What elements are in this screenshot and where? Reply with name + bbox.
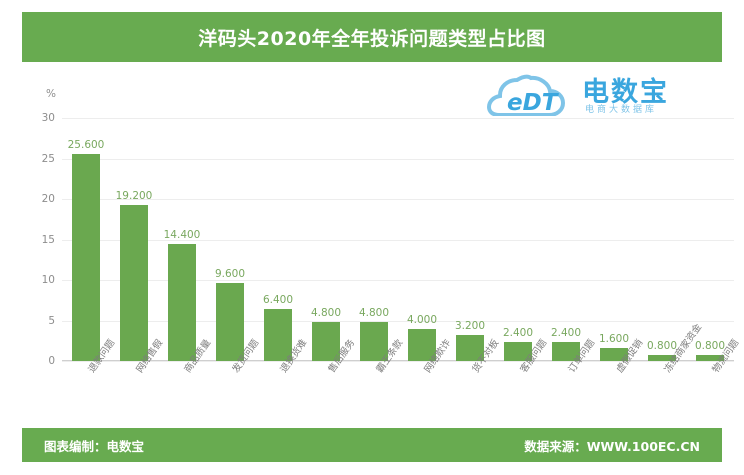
chart-title-bar: 洋码头2020年全年投诉问题类型占比图 <box>22 12 722 62</box>
chart-footer-bar: 图表编制：电数宝 数据来源：WWW.100EC.CN <box>22 428 722 462</box>
bar-group[interactable]: 1.600 虚假促销 <box>590 118 645 375</box>
bar-group[interactable]: 0.800 冻结商家资金 <box>638 118 704 375</box>
gridline <box>62 118 734 119</box>
x-axis-line <box>62 360 734 361</box>
bar[interactable] <box>504 341 532 361</box>
cloud-icon: eDT <box>487 74 566 116</box>
bar-group[interactable]: 3.200 货不对板 <box>446 118 501 375</box>
bar[interactable] <box>264 309 292 361</box>
bar-value-label: 3.200 <box>454 320 486 333</box>
bar[interactable] <box>168 244 196 361</box>
y-axis-tick-label: 10 <box>41 274 55 286</box>
bar-value-label: 4.800 <box>358 307 390 320</box>
y-axis-tick-label: 15 <box>41 233 55 246</box>
plot-area: 0 5 10 15 20 25 30 25.600 退款问题 19.200 网络售假 14.400 商品… <box>42 112 742 375</box>
gridline <box>62 158 734 160</box>
bar-value-label: 2.400 <box>550 326 582 339</box>
bar-value-label: 4.800 <box>310 307 342 320</box>
footer-source: 数据来源：WWW.100EC.CN <box>524 438 700 454</box>
y-axis-tick-label: 30 <box>41 112 55 124</box>
bar-group[interactable]: 4.800 售后服务 <box>302 118 357 375</box>
footer-credit: 图表编制：电数宝 <box>44 438 145 454</box>
bar[interactable] <box>72 153 100 361</box>
bar[interactable] <box>456 335 484 361</box>
bar-group[interactable]: 14.400 商品质量 <box>158 118 214 375</box>
bar[interactable] <box>600 348 628 361</box>
brand-logo: eDT 电数宝 电商大数据库 <box>487 70 702 120</box>
y-axis-tick-label: 5 <box>48 314 55 327</box>
bar-value-label: 0.800 <box>646 339 678 352</box>
bar[interactable] <box>312 322 340 361</box>
bar-group[interactable]: 25.600 退款问题 <box>62 118 118 375</box>
bar-group[interactable]: 19.200 网络售假 <box>110 118 166 375</box>
bar-value-label: 2.400 <box>502 326 534 339</box>
bar[interactable] <box>648 354 676 361</box>
y-axis-tick-label: 0 <box>48 355 55 367</box>
svg-text:eDT: eDT <box>507 90 560 116</box>
bar-chart: % 0 5 10 15 20 25 30 25.600 退款问题 19.200 网络售假 14.400… <box>22 62 742 422</box>
logo-tagline: 电商大数据库 <box>585 105 658 115</box>
bar-group[interactable]: 6.400 退换货难 <box>254 118 309 375</box>
y-axis-tick-label: 20 <box>41 193 55 205</box>
page-title: 洋码头2020年全年投诉问题类型占比图 <box>198 27 546 50</box>
bar-group[interactable]: 0.800 物流问题 <box>686 118 741 375</box>
y-axis-unit: % <box>46 88 56 100</box>
bar[interactable] <box>360 322 388 361</box>
gridline <box>62 280 734 281</box>
bar-value-label: 14.400 <box>163 229 201 242</box>
bar-value-label: 4.000 <box>406 313 438 326</box>
bar-value-label: 1.600 <box>598 333 630 346</box>
bar[interactable] <box>696 354 724 361</box>
gridline <box>62 320 734 322</box>
gridline <box>62 361 734 362</box>
bar-group[interactable]: 2.400 订单问题 <box>542 118 597 375</box>
bar-group[interactable]: 4.000 网络欺诈 <box>398 118 453 375</box>
gridline <box>62 239 734 241</box>
bar[interactable] <box>216 283 244 361</box>
bar-group[interactable]: 4.800 霸王条款 <box>350 118 405 375</box>
bar-value-label: 9.600 <box>214 268 246 281</box>
y-axis-tick-label: 25 <box>41 152 55 165</box>
bar-value-label: 25.600 <box>67 138 105 151</box>
gridline <box>62 199 734 200</box>
bar[interactable] <box>408 328 436 361</box>
bar[interactable] <box>120 205 148 361</box>
bar-group[interactable]: 9.600 发货问题 <box>206 118 261 375</box>
bar-group[interactable]: 2.400 客服问题 <box>494 118 549 375</box>
logo-name: 电数宝 <box>582 77 669 108</box>
bar-value-label: 19.200 <box>115 190 153 203</box>
bar-value-label: 6.400 <box>262 294 294 307</box>
bar-value-label: 0.800 <box>694 339 726 352</box>
bar[interactable] <box>552 341 580 361</box>
